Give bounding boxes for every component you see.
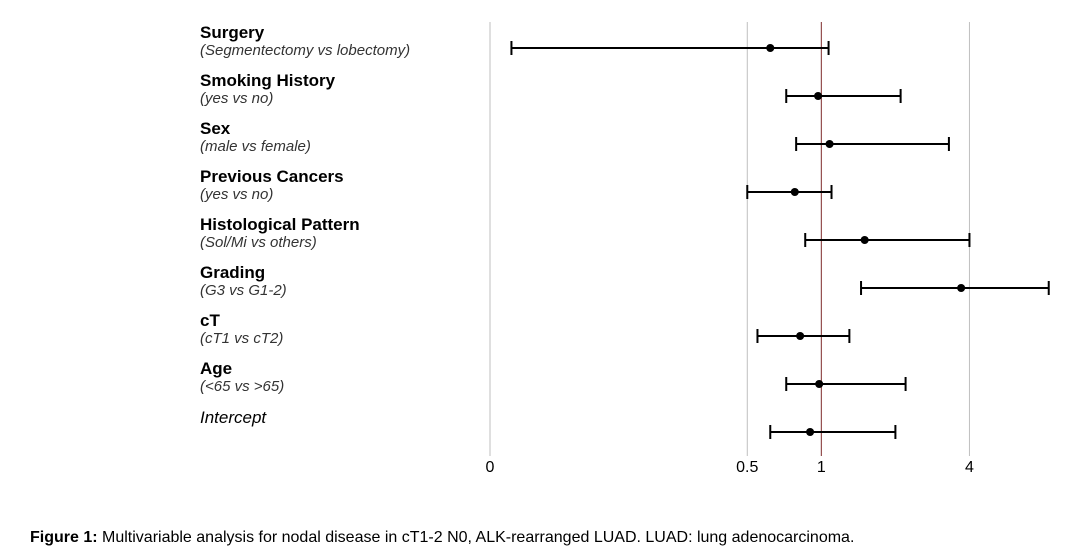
row-label-sub: (yes vs no) bbox=[200, 187, 480, 204]
row-label-sub: (male vs female) bbox=[200, 139, 480, 156]
row-label-intercept: Intercept bbox=[200, 408, 480, 428]
row-label-sub: (G3 vs G1-2) bbox=[200, 283, 480, 300]
row-label-main: cT bbox=[200, 312, 480, 331]
forest-row-histological-pattern bbox=[805, 233, 969, 247]
forest-row-ct bbox=[757, 329, 849, 343]
forest-row-surgery bbox=[511, 41, 828, 55]
axis-tick-label: 4 bbox=[965, 459, 974, 476]
page: Surgery(Segmentectomy vs lobectomy) Smoki… bbox=[0, 0, 1074, 559]
row-label-sub: (yes vs no) bbox=[200, 91, 480, 108]
row-label-sex: Sex(male vs female) bbox=[200, 120, 480, 155]
forest-row-sex bbox=[796, 137, 949, 151]
forest-row-smoking-history bbox=[786, 89, 900, 103]
forest-row-previous-cancers bbox=[747, 185, 831, 199]
forest-row-intercept bbox=[770, 425, 895, 439]
row-label-sub: (Segmentectomy vs lobectomy) bbox=[200, 43, 480, 60]
row-label-main: Age bbox=[200, 360, 480, 379]
figure-caption: Figure 1: Multivariable analysis for nod… bbox=[30, 529, 854, 547]
row-label-main: Surgery bbox=[200, 24, 480, 43]
row-label-main: Grading bbox=[200, 264, 480, 283]
row-label-smoking-history: Smoking History(yes vs no) bbox=[200, 72, 480, 107]
forest-row-grading bbox=[861, 281, 1049, 295]
forest-plot: 0 0.5 1 4 bbox=[480, 12, 1060, 492]
row-label-age: Age(<65 vs >65) bbox=[200, 360, 480, 395]
row-label-main: Intercept bbox=[200, 408, 480, 428]
figure-caption-label: Figure 1: bbox=[30, 529, 98, 546]
figure-area: Surgery(Segmentectomy vs lobectomy) Smoki… bbox=[0, 0, 1074, 520]
row-label-grading: Grading(G3 vs G1-2) bbox=[200, 264, 480, 299]
row-label-main: Histological Pattern bbox=[200, 216, 480, 235]
figure-caption-text: Multivariable analysis for nodal disease… bbox=[98, 529, 855, 546]
row-label-main: Sex bbox=[200, 120, 480, 139]
row-label-main: Smoking History bbox=[200, 72, 480, 91]
row-label-previous-cancers: Previous Cancers(yes vs no) bbox=[200, 168, 480, 203]
row-label-sub: (Sol/Mi vs others) bbox=[200, 235, 480, 252]
row-label-sub: (<65 vs >65) bbox=[200, 379, 480, 396]
row-label-surgery: Surgery(Segmentectomy vs lobectomy) bbox=[200, 24, 480, 59]
axis-tick-label: 1 bbox=[817, 459, 826, 476]
row-label-main: Previous Cancers bbox=[200, 168, 480, 187]
row-label-sub: (cT1 vs cT2) bbox=[200, 331, 480, 348]
axis-tick-label: 0.5 bbox=[736, 459, 758, 476]
axis-tick-label: 0 bbox=[486, 459, 495, 476]
row-label-histological-pattern: Histological Pattern(Sol/Mi vs others) bbox=[200, 216, 480, 251]
forest-row-age bbox=[786, 377, 905, 391]
row-label-ct: cT(cT1 vs cT2) bbox=[200, 312, 480, 347]
